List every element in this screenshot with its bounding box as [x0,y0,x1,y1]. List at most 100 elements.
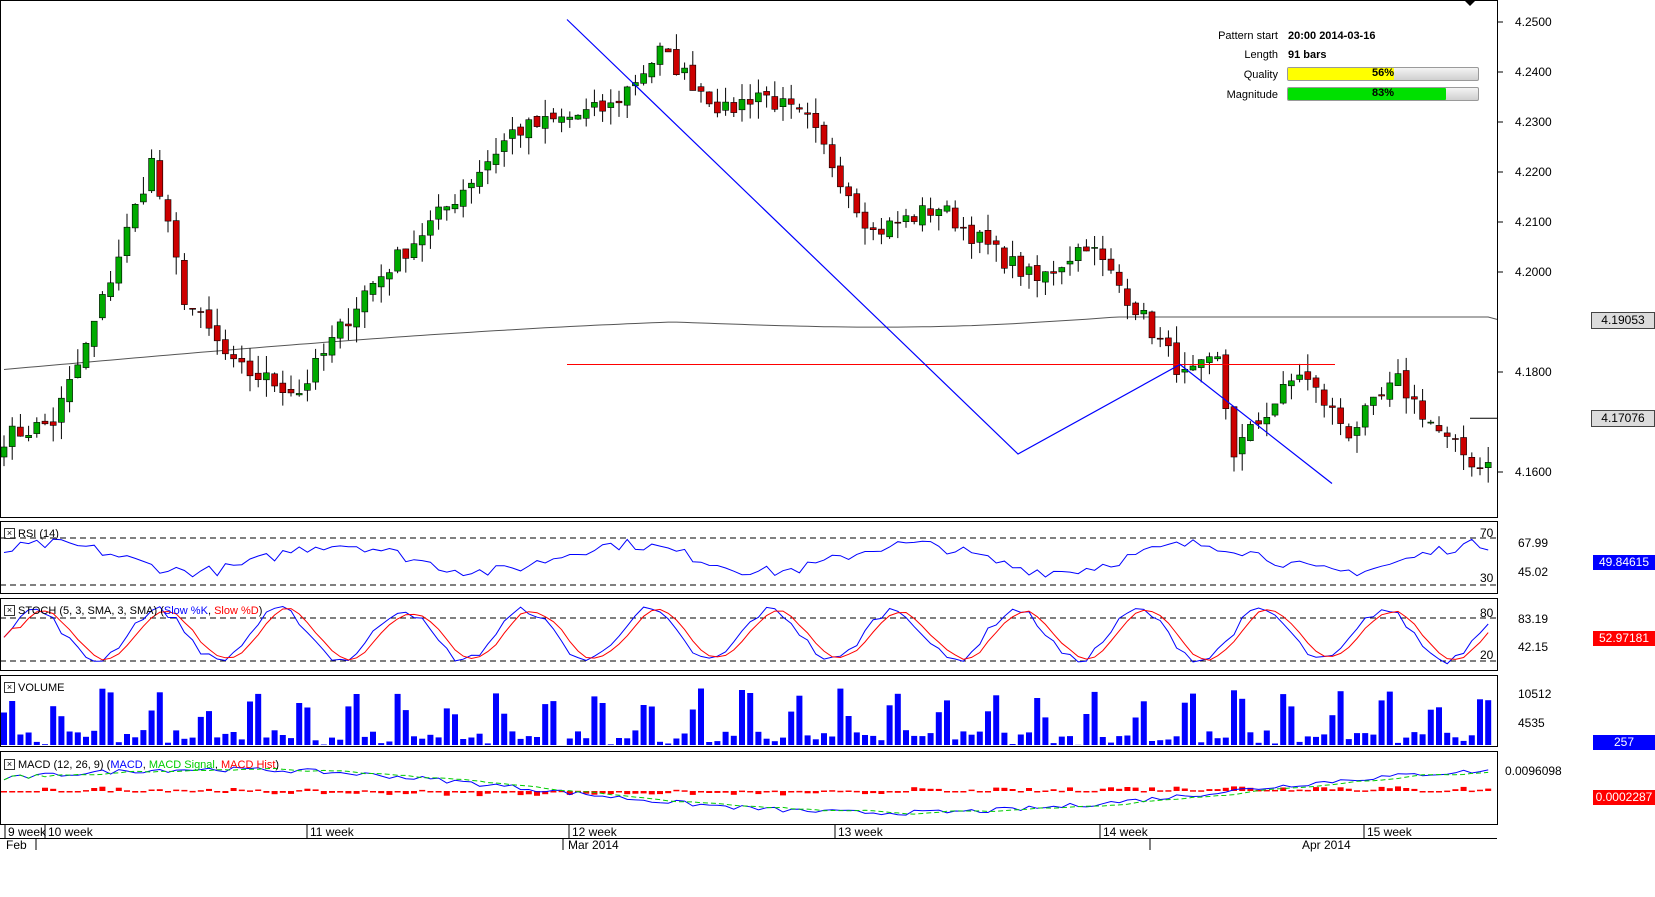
volume-bar [1149,741,1155,745]
macd-hist-bar [1403,788,1410,791]
bear-candle [1476,467,1484,470]
price-tick-label: 4.2000 [1515,265,1552,279]
bear-candle [730,102,738,113]
volume-bar [796,695,803,745]
macd-hist-bar [1460,786,1467,791]
volume-axis-label-high: 10512 [1518,687,1552,701]
volume-bar [173,730,180,745]
volume-bar [525,736,532,745]
macd-hist-bar [1272,789,1278,792]
volume-bar [132,737,139,745]
quality-bar-fill [1288,68,1395,80]
magnitude-value: 83% [1371,87,1395,99]
volume-panel-frame [0,675,1498,747]
macd-hist-bar [1075,790,1082,793]
volume-bar [25,732,32,745]
bull-candle [1009,256,1016,266]
volume-bar [1124,735,1131,745]
volume-bar [1239,698,1246,745]
bear-candle [1230,406,1238,458]
volume-bar [919,736,926,745]
volume-bar [484,743,491,745]
bear-candle [1017,255,1025,277]
bull-candle [558,116,565,123]
macd-hist-bar [1468,790,1475,793]
volume-bar [673,738,680,745]
macd-hist-bar [1017,791,1024,793]
bear-candle [1255,420,1262,425]
quality-bar: 56% [1287,67,1479,81]
macd-hist-bar [1386,788,1393,791]
macd-hist-bar [919,788,926,791]
bull-candle [886,220,893,238]
bear-candle [1402,370,1410,399]
volume-bar [402,710,409,745]
volume-bar [911,735,918,745]
stoch-level-20-label: 20 [1480,648,1494,662]
volume-bar [1050,743,1057,745]
stoch-level-80-label: 80 [1480,606,1494,620]
macd-hist-bar [1313,787,1319,791]
bear-candle [517,126,524,136]
macd-hist-bar [1165,790,1172,792]
macd-hist-bar [1,791,7,793]
macd-hist-bar [484,791,491,794]
macd-hist-bar [837,790,844,793]
macd-hist-bar [796,790,803,793]
volume-bar [821,733,827,745]
volume-bar [1345,739,1352,745]
bull-candle [1394,373,1402,386]
bull-candle [1042,271,1049,283]
volume-bar [1091,691,1098,745]
macd-hist-bar [329,791,335,793]
volume-bar [42,744,48,745]
macd-hist-bar [140,791,147,793]
bear-candle [1443,432,1451,437]
volume-bar [1362,733,1369,745]
macd-hist-bar [50,788,57,791]
volume-bar [17,734,24,745]
bear-candle [837,165,844,188]
volume-axis-label-low: 4535 [1518,716,1545,730]
volume-bar [452,714,458,745]
macd-hist-bar [894,791,901,793]
volume-bar [419,738,426,745]
volume-bar [1058,736,1065,745]
volume-bar [657,741,663,745]
price-layer [0,19,1498,484]
scroll-arrow-icon[interactable] [1464,0,1476,6]
volume-bar [665,743,672,745]
volume-bar [115,742,122,745]
volume-bar [271,730,278,745]
bull-candle [623,86,631,106]
macd-hist-bar [1091,790,1098,793]
bull-candle [509,129,516,139]
week-label: 11 week [310,825,355,839]
macd-hist-bar [1485,788,1492,791]
macd-hist-bar [599,791,606,794]
quality-label: Quality [1243,69,1278,81]
volume-bar [304,707,311,745]
rsi-close-icon[interactable]: × [4,528,15,539]
macd-hist-bar [247,790,253,792]
macd-hist-bar [1099,788,1106,791]
volume-close-icon[interactable]: × [4,682,15,693]
bull-candle [1288,380,1295,387]
volume-bar [804,735,811,745]
bear-candle [1115,271,1123,286]
volume-bar [771,741,778,745]
bull-candle [312,357,319,383]
price-tick-label: 4.2300 [1515,115,1552,129]
macd-hist-bar [1181,788,1188,791]
pattern-line [566,19,1333,484]
macd-close-icon[interactable]: × [4,759,15,770]
macd-hist-bar [624,791,631,795]
stoch-title-text: STOCH (5, 3, SMA, 3, SMA) [18,605,158,617]
volume-bar [689,709,696,745]
macd-hist-bar [394,791,401,793]
macd-hist-bar [903,791,909,793]
volume-bar [1247,732,1254,745]
macd-hist-bar [1411,788,1418,791]
bear-candle [287,388,295,394]
stoch-close-icon[interactable]: × [4,605,15,616]
